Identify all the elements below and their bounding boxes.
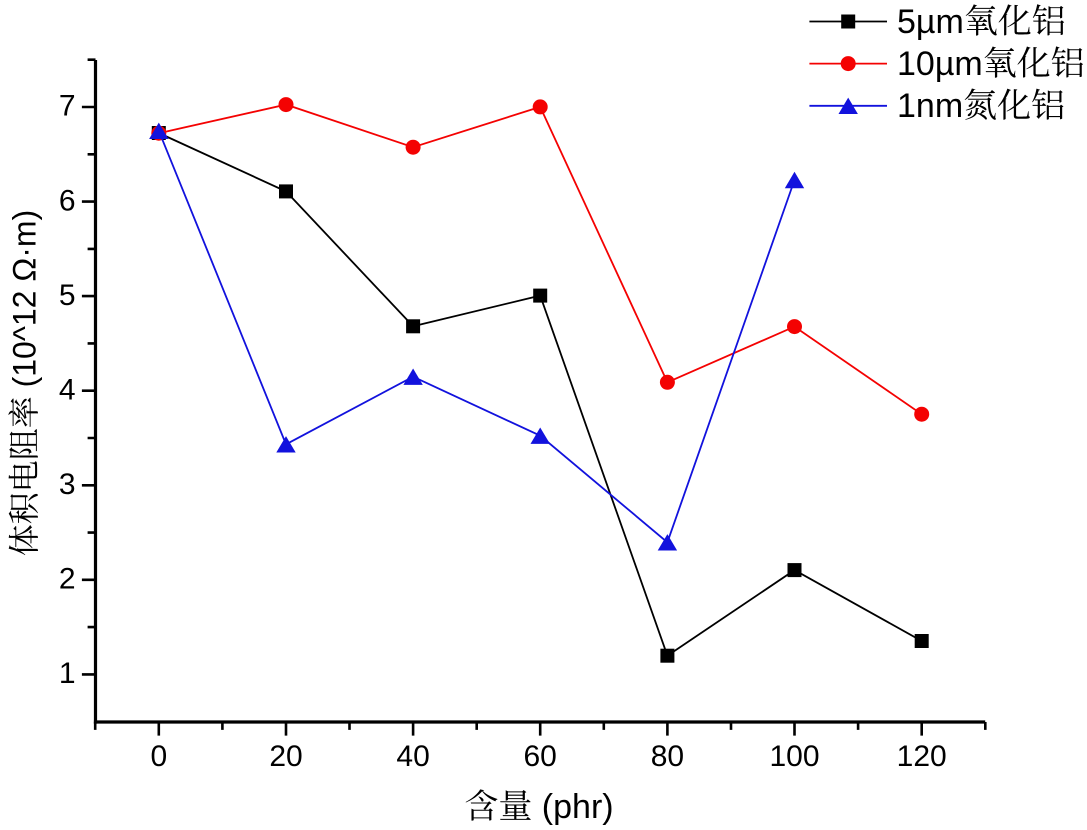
svg-text:(10^12 Ω·m): (10^12 Ω·m)	[7, 210, 43, 388]
svg-text:5: 5	[59, 279, 76, 312]
svg-text:80: 80	[651, 740, 684, 773]
svg-text:20: 20	[269, 740, 302, 773]
svg-text:0: 0	[150, 740, 167, 773]
svg-text:5µm: 5µm	[897, 3, 964, 41]
svg-text:7: 7	[59, 90, 76, 123]
svg-text:100: 100	[769, 740, 819, 773]
svg-text:1: 1	[59, 657, 76, 690]
svg-text:10µm: 10µm	[897, 45, 983, 83]
svg-text:3: 3	[59, 468, 76, 501]
svg-text:2: 2	[59, 563, 76, 596]
svg-text:4: 4	[59, 373, 76, 406]
svg-text:60: 60	[524, 740, 557, 773]
svg-text:120: 120	[897, 740, 947, 773]
svg-text:1nm: 1nm	[897, 87, 963, 125]
svg-text:6: 6	[59, 184, 76, 217]
svg-text:40: 40	[396, 740, 429, 773]
svg-text:(phr): (phr)	[542, 788, 614, 826]
